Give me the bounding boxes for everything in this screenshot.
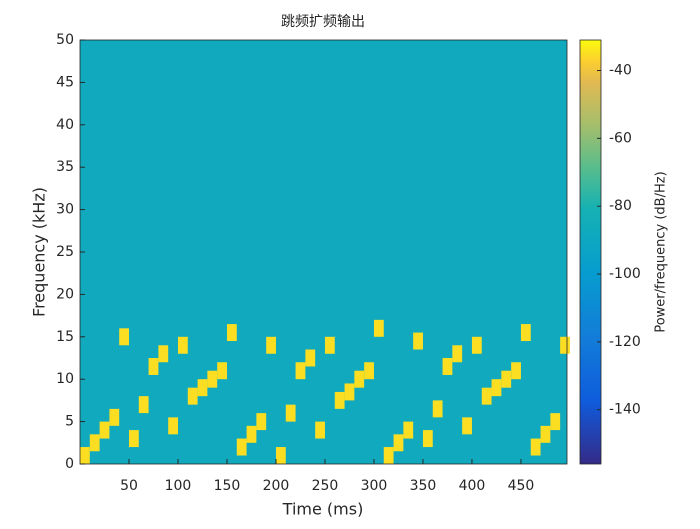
hop-block: [373, 319, 384, 337]
y-tick-label: 0: [65, 456, 74, 472]
colorbar-tick-label: -100: [609, 266, 641, 282]
colorbar-tick-label: -140: [609, 402, 641, 418]
x-tick-label: 400: [459, 478, 486, 494]
x-tick-label: 100: [165, 478, 192, 494]
hop-block: [501, 370, 512, 388]
y-axis-label: Frequency (kHz): [30, 187, 49, 317]
hop-block: [197, 379, 208, 397]
hop-block: [217, 362, 227, 380]
hop-block: [246, 425, 257, 443]
hop-block: [236, 438, 247, 456]
hop-block: [481, 387, 492, 405]
y-tick-label: 5: [65, 414, 74, 430]
hop-block: [285, 404, 296, 422]
y-tick-label: 15: [56, 329, 74, 345]
hop-block: [550, 413, 561, 431]
y-tick-label: 30: [56, 202, 74, 218]
hop-block: [256, 413, 267, 431]
hop-block: [403, 421, 414, 439]
hop-block: [364, 362, 374, 380]
hop-block: [560, 336, 570, 354]
hop-block: [207, 370, 218, 388]
hop-block: [266, 336, 276, 354]
colorbar-tick-label: -40: [609, 63, 632, 79]
hop-block: [471, 336, 482, 354]
hop-block: [344, 383, 355, 401]
x-tick-label: 450: [508, 478, 535, 494]
hop-block: [177, 336, 188, 354]
hop-block: [452, 345, 463, 363]
hop-block: [520, 324, 531, 342]
y-tick-label: 35: [56, 159, 74, 175]
hop-block: [99, 421, 110, 439]
hop-block: [305, 349, 316, 367]
hop-block: [442, 358, 453, 375]
spectrogram-background: [80, 40, 567, 464]
x-tick-label: 350: [410, 478, 437, 494]
y-tick-label: 40: [56, 117, 74, 133]
hop-block: [187, 387, 198, 405]
y-tick-label: 25: [56, 244, 74, 260]
hop-block: [315, 421, 325, 439]
colorbar: [579, 39, 602, 465]
hop-block: [295, 362, 306, 380]
colorbar-label: Power/frequency (dB/Hz): [654, 171, 669, 332]
hop-block: [324, 336, 335, 354]
hop-block: [413, 332, 423, 350]
hop-block: [462, 417, 472, 435]
hop-block: [148, 358, 159, 375]
colorbar-tick-label: -120: [609, 334, 641, 350]
chart-title: 跳频扩频输出: [281, 14, 365, 30]
hop-block: [89, 434, 100, 452]
hop-block: [393, 434, 404, 452]
y-tick-label: 45: [56, 74, 74, 90]
hop-block: [383, 447, 394, 464]
hop-block: [334, 391, 345, 409]
hop-block: [226, 324, 237, 342]
x-axis-label: Time (ms): [282, 500, 364, 519]
hop-block: [80, 447, 90, 464]
hop-block: [119, 328, 129, 346]
y-tick-label: 10: [56, 371, 74, 387]
hop-block: [540, 425, 551, 443]
x-tick-label: 200: [263, 478, 290, 494]
x-tick-label: 50: [120, 478, 138, 494]
hop-block: [168, 417, 178, 435]
hop-block: [511, 362, 521, 380]
y-tick-label: 20: [56, 286, 74, 302]
hop-block: [109, 408, 120, 426]
hop-block: [432, 400, 443, 418]
hop-block: [128, 430, 139, 448]
colorbar-tick-label: -80: [609, 198, 632, 214]
hop-block: [354, 370, 365, 388]
hop-block: [275, 447, 286, 464]
x-tick-label: 300: [361, 478, 388, 494]
hop-block: [138, 396, 149, 414]
hop-block: [530, 438, 541, 456]
hop-block: [422, 430, 433, 448]
x-tick-label: 150: [214, 478, 241, 494]
y-tick-label: 50: [56, 32, 74, 48]
hop-block: [158, 345, 169, 363]
colorbar-tick-label: -60: [609, 130, 632, 146]
hop-block: [491, 379, 502, 397]
x-tick-label: 250: [312, 478, 339, 494]
